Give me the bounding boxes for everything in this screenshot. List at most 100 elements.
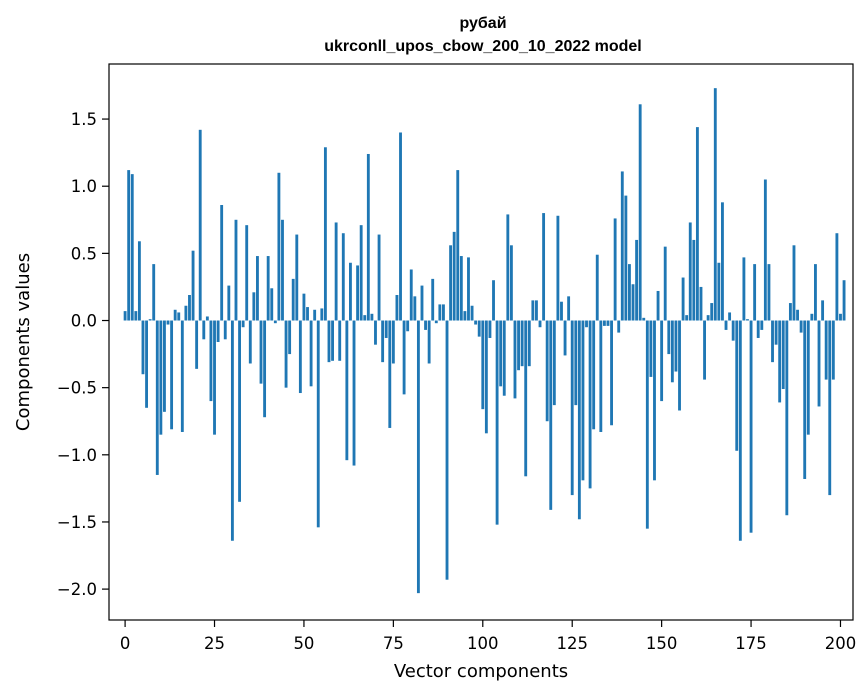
bar-113 xyxy=(527,320,531,367)
bar-89 xyxy=(442,304,445,321)
bar-131 xyxy=(592,320,596,430)
bar-114 xyxy=(531,300,535,321)
bar-127 xyxy=(577,320,581,520)
bar-21 xyxy=(198,129,202,321)
bar-198 xyxy=(831,320,835,380)
bar-183 xyxy=(778,320,782,403)
bar-186 xyxy=(788,303,792,321)
bar-54 xyxy=(316,320,320,528)
bar-69 xyxy=(370,313,374,321)
bar-197 xyxy=(828,320,832,496)
bar-159 xyxy=(692,239,696,321)
bar-166 xyxy=(717,262,721,321)
x-tick-label: 25 xyxy=(204,634,225,653)
bar-88 xyxy=(438,304,442,321)
bar-22 xyxy=(202,320,206,340)
bar-122 xyxy=(560,301,563,321)
bar-27 xyxy=(220,205,224,321)
bar-11 xyxy=(163,320,166,412)
bar-10 xyxy=(159,320,163,435)
bar-45 xyxy=(284,320,288,388)
bar-93 xyxy=(456,170,460,321)
bar-25 xyxy=(213,320,216,435)
bar-17 xyxy=(184,305,188,321)
bar-110 xyxy=(517,320,520,371)
bar-18 xyxy=(188,295,191,321)
bar-148 xyxy=(653,320,656,481)
bars-layer xyxy=(123,88,846,594)
bar-61 xyxy=(341,233,345,321)
bar-63 xyxy=(349,262,352,321)
bar-139 xyxy=(620,171,624,321)
bar-200 xyxy=(839,313,842,321)
bar-87 xyxy=(434,320,438,324)
bar-147 xyxy=(649,320,653,377)
bar-180 xyxy=(767,264,771,321)
bar-15 xyxy=(177,312,181,321)
bar-16 xyxy=(180,320,184,432)
bar-62 xyxy=(345,320,349,461)
bar-116 xyxy=(538,320,542,328)
bar-90 xyxy=(445,320,449,580)
bar-140 xyxy=(624,195,628,321)
chart-subtitle: ukrconll_upos_cbow_200_10_2022 model xyxy=(324,38,641,55)
bar-66 xyxy=(359,225,363,321)
bar-111 xyxy=(520,320,524,367)
bar-7 xyxy=(148,319,152,321)
bar-175 xyxy=(749,320,753,533)
bar-99 xyxy=(477,320,481,337)
x-tick-label: 175 xyxy=(735,634,767,653)
bar-2 xyxy=(130,174,134,321)
bar-104 xyxy=(495,320,499,525)
bar-32 xyxy=(238,320,241,502)
bar-84 xyxy=(424,320,427,330)
bar-56 xyxy=(323,147,327,321)
bar-74 xyxy=(388,320,392,428)
bar-50 xyxy=(302,293,306,321)
bar-154 xyxy=(674,320,678,372)
bar-42 xyxy=(273,320,277,324)
bar-26 xyxy=(216,320,220,342)
bar-178 xyxy=(760,320,764,330)
bar-201 xyxy=(842,280,846,321)
bar-23 xyxy=(205,316,209,321)
bar-106 xyxy=(502,320,506,396)
bar-153 xyxy=(670,320,674,383)
bar-1 xyxy=(127,170,131,321)
bar-102 xyxy=(488,320,492,338)
y-tick-label: −1.0 xyxy=(57,446,97,465)
x-axis: 0 25 50 75 100 125 150 175 200 xyxy=(120,620,856,653)
plot-frame xyxy=(108,63,854,621)
bar-58 xyxy=(331,320,334,361)
bar-185 xyxy=(785,320,789,516)
bar-64 xyxy=(352,320,356,466)
bar-115 xyxy=(535,300,538,321)
bar-4 xyxy=(137,241,141,321)
bar-174 xyxy=(746,319,749,321)
bar-136 xyxy=(610,320,613,426)
bar-130 xyxy=(588,320,592,489)
bar-129 xyxy=(585,320,588,328)
bar-138 xyxy=(617,320,621,333)
bar-182 xyxy=(774,320,778,345)
bar-128 xyxy=(581,320,585,481)
x-tick-label: 125 xyxy=(556,634,588,653)
bar-77 xyxy=(399,132,402,321)
chart-title: рубай xyxy=(459,15,506,32)
bar-80 xyxy=(409,269,413,321)
bar-70 xyxy=(374,320,377,345)
bar-67 xyxy=(363,315,367,321)
bar-40 xyxy=(266,256,270,321)
bar-125 xyxy=(570,320,574,496)
y-tick-label: −0.5 xyxy=(57,379,97,398)
bar-109 xyxy=(513,320,517,399)
bar-187 xyxy=(792,245,796,321)
bar-120 xyxy=(552,320,556,406)
bar-119 xyxy=(549,320,553,510)
bar-65 xyxy=(356,265,360,321)
bar-41 xyxy=(270,288,274,321)
bar-6 xyxy=(145,320,148,408)
x-tick-label: 75 xyxy=(383,634,404,653)
bar-141 xyxy=(628,264,631,321)
